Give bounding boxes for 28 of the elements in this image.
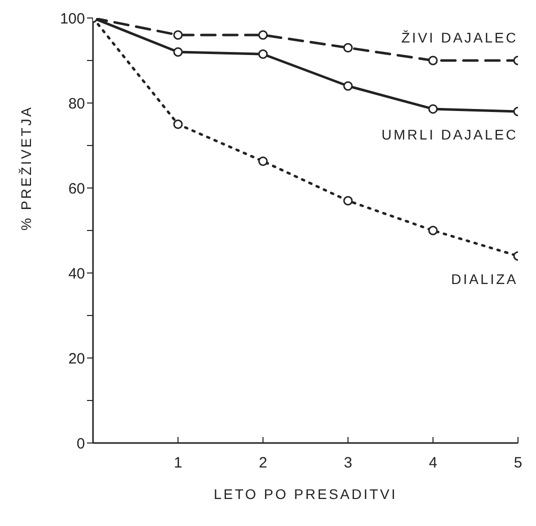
y-tick-label: 40 <box>68 265 85 282</box>
x-tick-label: 4 <box>428 454 438 472</box>
x-axis-title: LETO PO PRESADITVI <box>214 486 398 502</box>
x-tick-label: 3 <box>344 454 352 472</box>
series-label: ŽIVI DAJALEC <box>401 30 518 46</box>
point <box>258 49 268 59</box>
point <box>173 120 183 129</box>
point <box>173 47 183 57</box>
y-tick-label: 60 <box>68 180 85 198</box>
y-axis-title: % PREŽIVETJA <box>18 105 34 230</box>
point <box>343 196 353 206</box>
point <box>428 104 438 114</box>
x-tick-label: 1 <box>174 454 182 472</box>
x-tick-label: 2 <box>258 454 268 472</box>
series-label: UMRLI DAJALEC <box>382 126 518 142</box>
point <box>173 30 183 40</box>
point <box>428 56 438 66</box>
series-label: DIALIZA <box>451 271 518 287</box>
y-tick-label: 0 <box>76 435 85 452</box>
point <box>343 81 353 91</box>
y-tick-label: 80 <box>68 95 85 112</box>
point <box>258 156 268 166</box>
point <box>428 226 438 236</box>
y-tick-label: 100 <box>60 10 85 28</box>
x-tick-label: 5 <box>514 454 522 472</box>
point <box>343 43 353 52</box>
point <box>258 30 268 40</box>
y-tick-label: 20 <box>68 350 85 368</box>
